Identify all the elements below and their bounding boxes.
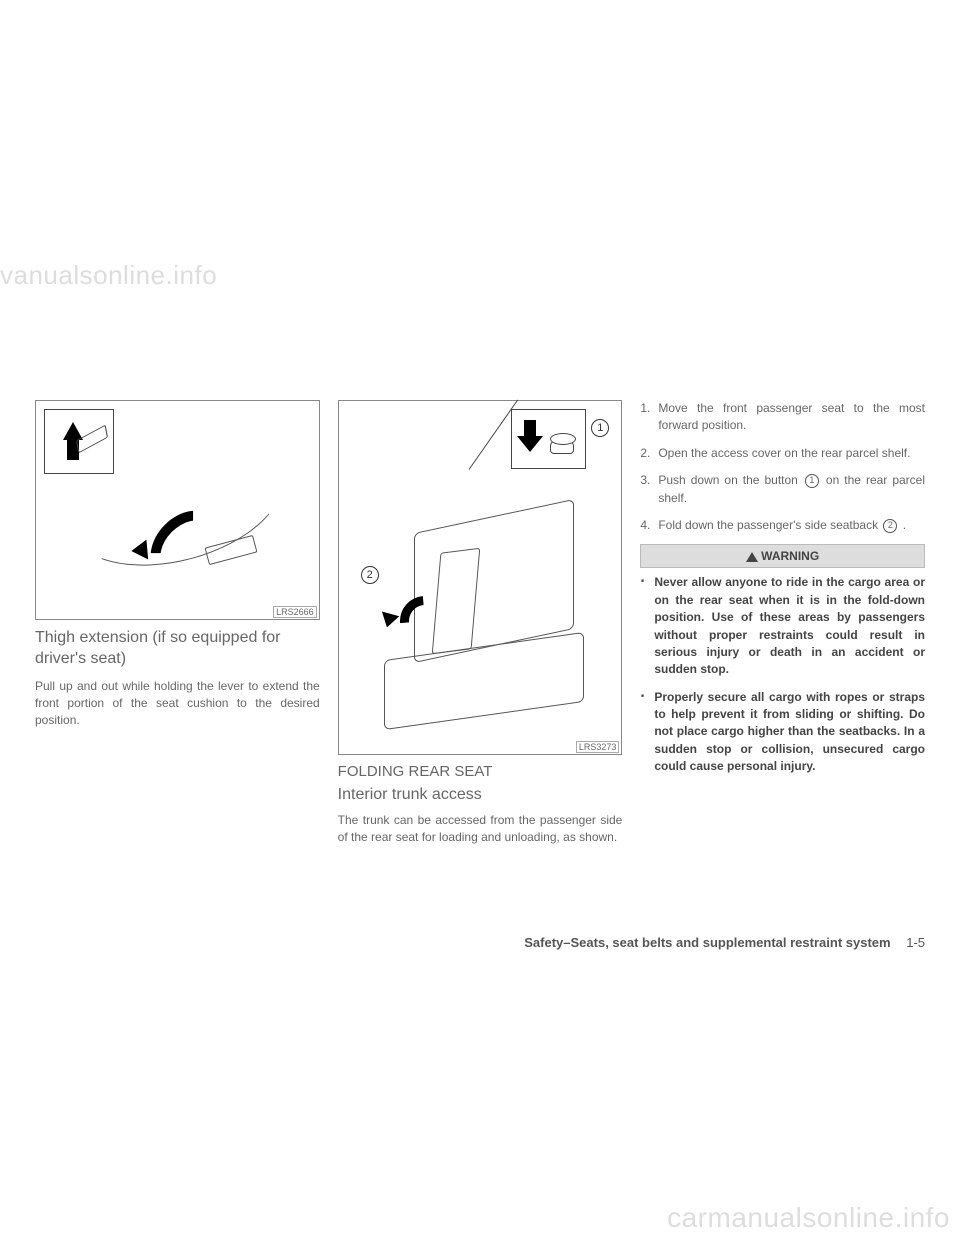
inset-lever-detail [44, 409, 114, 474]
watermark-top: vanualsonline.info [0, 260, 217, 291]
heading-thigh-extension: Thigh extension (if so equipped for driv… [35, 628, 320, 670]
column-1: LRS2666 Thigh extension (if so equipped … [35, 400, 320, 857]
down-arrow-icon [524, 420, 536, 438]
inline-callout-1: 1 [805, 474, 819, 488]
step-item: Open the access cover on the rear parcel… [640, 445, 925, 462]
heading-interior-trunk: Interior trunk access [338, 786, 623, 804]
watermark-bottom: carmanualsonline.info [667, 1202, 950, 1234]
warning-triangle-icon [746, 552, 758, 562]
seat-illustration [76, 471, 309, 589]
warning-header: WARNING [640, 544, 925, 568]
step-item: Push down on the button 1 on the rear pa… [640, 472, 925, 507]
warning-item: Never allow anyone to ride in the cargo … [640, 574, 925, 678]
warning-item: Properly secure all cargo with ropes or … [640, 689, 925, 776]
figure-label: LRS3273 [576, 741, 620, 753]
button-icon [550, 438, 574, 454]
footer-section: Safety–Seats, seat belts and supplementa… [524, 935, 890, 950]
inset-button-detail [511, 409, 586, 469]
step-item: Fold down the passenger's side seatback … [640, 517, 925, 534]
step-item: Move the front passenger seat to the mos… [640, 400, 925, 435]
heading-folding-rear-seat: FOLDING REAR SEAT [338, 763, 623, 780]
body-thigh-extension: Pull up and out while holding the lever … [35, 678, 320, 730]
steps-list: Move the front passenger seat to the mos… [640, 400, 925, 534]
warning-list: Never allow anyone to ride in the cargo … [640, 574, 925, 775]
callout-1: 1 [591, 419, 609, 437]
rear-seat-illustration [364, 496, 597, 729]
page-content: LRS2666 Thigh extension (if so equipped … [35, 400, 925, 857]
column-2: 1 2 LRS3273 FOLDING REAR SEAT Interior t… [338, 400, 623, 857]
column-3: Move the front passenger seat to the mos… [640, 400, 925, 857]
figure-thigh-extension: LRS2666 [35, 400, 320, 620]
body-trunk-access: The trunk can be accessed from the passe… [338, 812, 623, 847]
footer-page-number: 1-5 [906, 935, 925, 950]
figure-label: LRS2666 [273, 606, 317, 618]
callout-2: 2 [361, 566, 379, 584]
figure-folding-seat: 1 2 LRS3273 [338, 400, 623, 755]
inline-callout-2: 2 [883, 519, 897, 533]
page-footer: Safety–Seats, seat belts and supplementa… [0, 935, 925, 950]
